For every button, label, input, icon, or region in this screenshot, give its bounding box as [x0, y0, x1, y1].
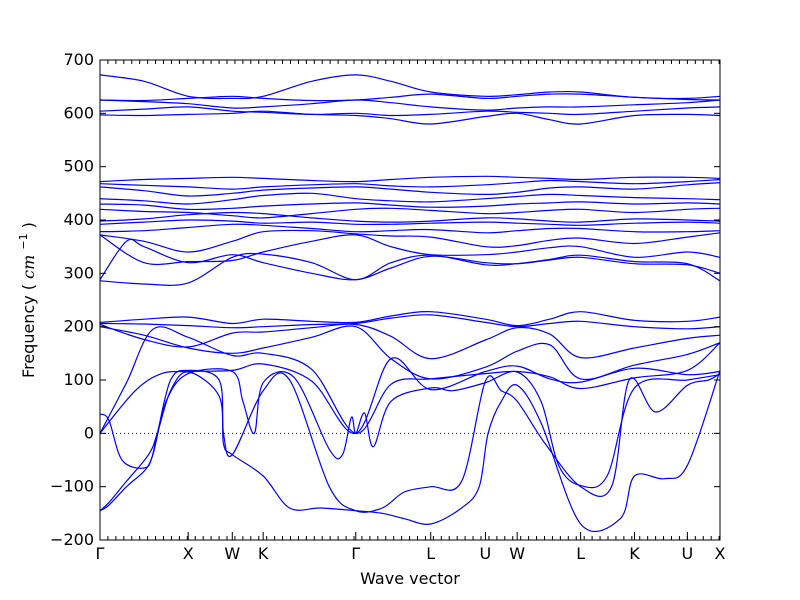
x-tick-label: U — [480, 544, 492, 563]
x-tick-label: L — [426, 544, 435, 563]
band-line-13 — [100, 219, 720, 226]
y-axis-label: Frequency ( cm −1 ) — [12, 222, 38, 378]
y-tick-label: 400 — [63, 210, 94, 229]
y-tick-label: 600 — [63, 103, 94, 122]
band-line-18 — [100, 252, 720, 286]
y-axis-label-main: Frequency — [19, 295, 38, 378]
band-line-24 — [100, 357, 720, 434]
band-line-15 — [100, 229, 720, 253]
y-axis-label-paren-close: ) — [19, 222, 38, 228]
band-line-9 — [100, 192, 720, 205]
x-tick-label: W — [509, 544, 525, 563]
y-axis-label-unit: cm — [19, 255, 38, 279]
y-axis-label-exp: −1 — [17, 233, 30, 249]
band-line-20 — [100, 314, 720, 330]
band-line-21 — [100, 323, 720, 360]
x-tick-label: Γ — [96, 544, 105, 563]
y-tick-label: 0 — [84, 423, 94, 442]
y-tick-label: 500 — [63, 157, 94, 176]
band-line-17 — [100, 238, 720, 281]
y-axis-label-paren-open: ( — [19, 284, 38, 290]
x-tick-label: X — [183, 544, 194, 563]
band-line-27 — [100, 368, 720, 489]
band-line-12 — [100, 211, 720, 223]
band-line-14 — [100, 223, 720, 234]
x-tick-label: L — [576, 544, 585, 563]
y-tick-label: −200 — [50, 530, 94, 549]
band-line-11 — [100, 207, 720, 219]
band-line-19 — [100, 311, 720, 327]
x-tick-label: K — [258, 544, 269, 563]
band-line-5 — [100, 110, 720, 125]
x-tick-label: Γ — [351, 544, 360, 563]
band-line-3 — [100, 99, 720, 111]
x-tick-label: X — [715, 544, 726, 563]
band-line-1 — [100, 74, 720, 100]
band-line-8 — [100, 182, 720, 197]
band-line-23 — [100, 326, 720, 434]
y-tick-label: 200 — [63, 317, 94, 336]
y-tick-label: 300 — [63, 263, 94, 282]
x-tick-label: K — [629, 544, 640, 563]
band-line-26 — [100, 369, 720, 513]
y-tick-label: 700 — [63, 50, 94, 69]
y-tick-label: 100 — [63, 370, 94, 389]
band-line-7 — [100, 178, 720, 190]
band-line-4 — [100, 106, 720, 117]
band-line-6 — [100, 175, 720, 183]
y-tick-label: −100 — [50, 477, 94, 496]
band-line-10 — [100, 201, 720, 211]
bands-group — [100, 74, 720, 533]
band-line-2 — [100, 93, 720, 102]
plot-area — [100, 74, 720, 533]
band-line-25 — [100, 370, 720, 533]
x-tick-label: W — [224, 544, 240, 563]
x-axis-label: Wave vector — [360, 569, 460, 588]
x-tick-label: U — [682, 544, 694, 563]
plot-frame — [99, 59, 721, 541]
band-line-16 — [100, 234, 720, 266]
